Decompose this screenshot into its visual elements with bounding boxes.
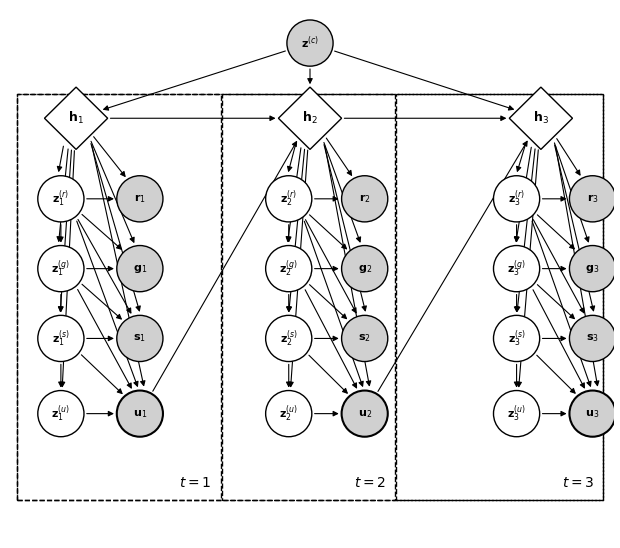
Ellipse shape [38, 246, 84, 292]
Ellipse shape [494, 176, 539, 222]
Text: $\mathbf{z}_1^{(u)}$: $\mathbf{z}_1^{(u)}$ [51, 403, 70, 424]
Bar [17, 94, 603, 500]
Ellipse shape [569, 391, 616, 437]
Ellipse shape [569, 246, 616, 292]
Ellipse shape [117, 176, 163, 222]
Text: $t = 3$: $t = 3$ [562, 476, 594, 490]
Text: $\mathbf{z}_3^{(g)}$: $\mathbf{z}_3^{(g)}$ [507, 258, 526, 279]
Text: $\mathbf{z}_2^{(g)}$: $\mathbf{z}_2^{(g)}$ [279, 258, 298, 279]
Ellipse shape [117, 246, 163, 292]
Ellipse shape [265, 176, 312, 222]
Text: $\mathbf{h}_1$: $\mathbf{h}_1$ [68, 110, 84, 126]
Ellipse shape [38, 315, 84, 362]
Ellipse shape [265, 391, 312, 437]
Ellipse shape [265, 315, 312, 362]
Text: $\mathbf{g}_2$: $\mathbf{g}_2$ [358, 262, 372, 275]
Polygon shape [278, 87, 342, 150]
Text: $\mathbf{z}_1^{(g)}$: $\mathbf{z}_1^{(g)}$ [51, 258, 70, 279]
Bar [222, 94, 395, 500]
Text: $\mathbf{s}_1$: $\mathbf{s}_1$ [133, 333, 146, 344]
Polygon shape [45, 87, 108, 150]
Text: $\mathbf{u}_3$: $\mathbf{u}_3$ [585, 408, 600, 420]
Ellipse shape [342, 315, 388, 362]
Ellipse shape [38, 391, 84, 437]
Text: $\mathbf{r}_2$: $\mathbf{r}_2$ [359, 192, 371, 205]
Text: $\mathbf{s}_2$: $\mathbf{s}_2$ [358, 333, 371, 344]
Text: $\mathbf{u}_2$: $\mathbf{u}_2$ [358, 408, 372, 420]
Text: $\mathbf{z}_3^{(u)}$: $\mathbf{z}_3^{(u)}$ [507, 403, 526, 424]
Text: $t = 1$: $t = 1$ [179, 476, 211, 490]
Ellipse shape [265, 246, 312, 292]
Ellipse shape [494, 246, 539, 292]
Ellipse shape [117, 315, 163, 362]
Text: $t = 2$: $t = 2$ [354, 476, 386, 490]
Ellipse shape [117, 391, 163, 437]
Text: $\mathbf{s}_3$: $\mathbf{s}_3$ [586, 333, 599, 344]
Text: $\mathbf{r}_1$: $\mathbf{r}_1$ [134, 192, 146, 205]
Text: $\mathbf{z}_2^{(s)}$: $\mathbf{z}_2^{(s)}$ [280, 328, 298, 349]
Text: $\mathbf{g}_3$: $\mathbf{g}_3$ [585, 262, 600, 275]
Text: $\mathbf{h}_2$: $\mathbf{h}_2$ [302, 110, 318, 126]
Ellipse shape [342, 176, 388, 222]
Text: $\mathbf{h}_3$: $\mathbf{h}_3$ [533, 110, 549, 126]
Ellipse shape [342, 246, 388, 292]
Polygon shape [509, 87, 572, 150]
Text: $\mathbf{u}_1$: $\mathbf{u}_1$ [133, 408, 147, 420]
Text: $\mathbf{z}_2^{(r)}$: $\mathbf{z}_2^{(r)}$ [280, 189, 298, 209]
Text: $\mathbf{g}_1$: $\mathbf{g}_1$ [133, 262, 147, 275]
Text: $\mathbf{z}_3^{(s)}$: $\mathbf{z}_3^{(s)}$ [508, 328, 526, 349]
Bar [17, 94, 221, 500]
Ellipse shape [494, 391, 539, 437]
Ellipse shape [342, 391, 388, 437]
Text: $\mathbf{z}_1^{(s)}$: $\mathbf{z}_1^{(s)}$ [52, 328, 70, 349]
Ellipse shape [494, 315, 539, 362]
Ellipse shape [38, 176, 84, 222]
Text: $\mathbf{z}^{(c)}$: $\mathbf{z}^{(c)}$ [301, 35, 319, 52]
Ellipse shape [569, 315, 616, 362]
Ellipse shape [287, 20, 333, 66]
Ellipse shape [569, 176, 616, 222]
Text: $\mathbf{r}_3$: $\mathbf{r}_3$ [587, 192, 598, 205]
Bar [396, 94, 603, 500]
Text: $\mathbf{z}_2^{(u)}$: $\mathbf{z}_2^{(u)}$ [279, 403, 298, 424]
Text: $\mathbf{z}_3^{(r)}$: $\mathbf{z}_3^{(r)}$ [508, 189, 525, 209]
Text: $\mathbf{z}_1^{(r)}$: $\mathbf{z}_1^{(r)}$ [52, 189, 69, 209]
